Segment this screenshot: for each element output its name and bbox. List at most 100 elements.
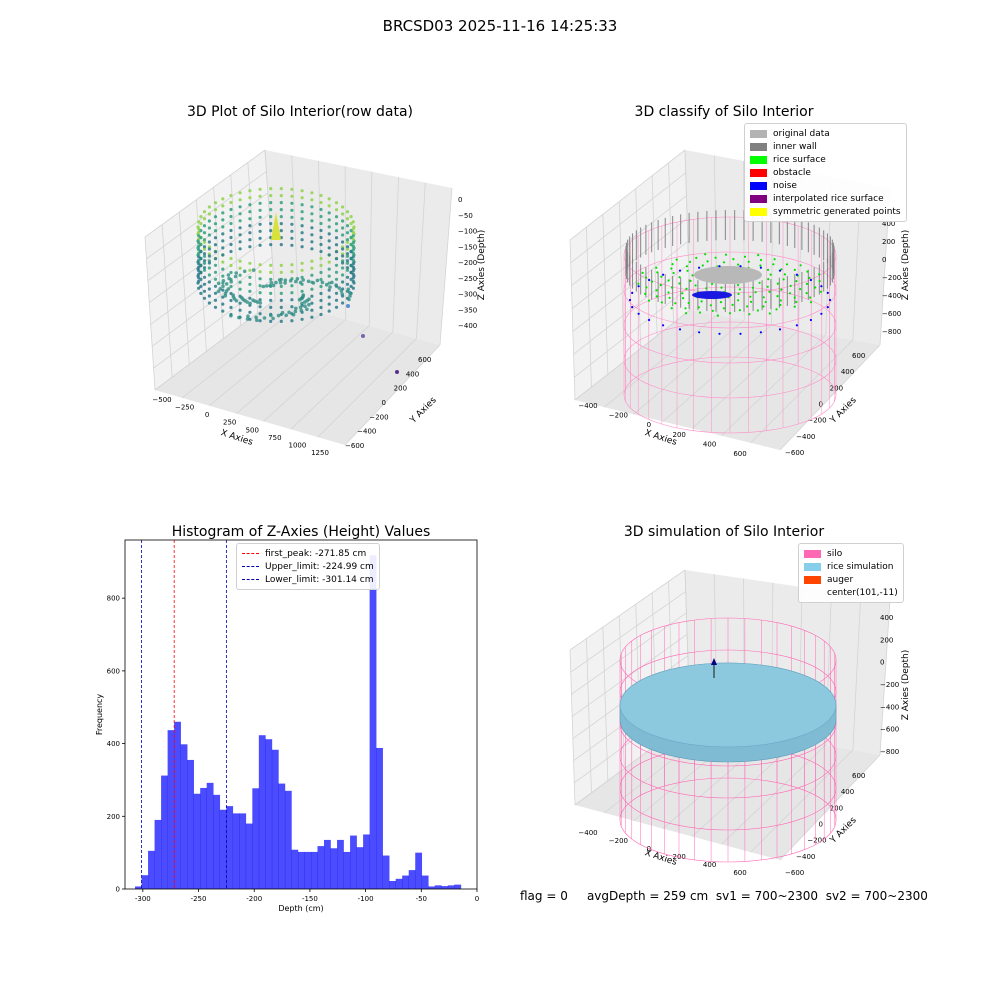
- raw-point: [221, 260, 225, 264]
- raw-point: [319, 298, 323, 303]
- raw-point: [310, 266, 314, 270]
- raw-grid-line: [149, 213, 270, 303]
- raw-x-tick-label: 1000: [289, 441, 307, 449]
- raw-point: [341, 266, 345, 270]
- classify-rice-point: [668, 296, 671, 299]
- raw-point: [279, 208, 283, 212]
- cls-grid-line: [570, 172, 686, 264]
- raw-point: [213, 201, 218, 205]
- raw-point: [238, 247, 242, 251]
- raw-point: [199, 264, 203, 268]
- raw-point: [213, 305, 218, 309]
- raw-point: [340, 292, 345, 296]
- classify-rice-point: [705, 287, 708, 290]
- raw-grid-line: [213, 187, 224, 339]
- raw-point: [299, 308, 304, 313]
- histogram-bar: [245, 823, 253, 889]
- classify-noise-point: [778, 269, 782, 272]
- classify-rice-point: [764, 300, 767, 304]
- raw-point: [245, 317, 250, 321]
- raw-grid-line: [290, 331, 394, 430]
- classify-legend-entry: obstacle: [750, 166, 901, 179]
- histogram-bar: [154, 819, 162, 889]
- raw-point: [238, 205, 242, 209]
- histogram-bar: [343, 851, 351, 889]
- raw-point: [199, 277, 203, 281]
- raw-point: [207, 301, 211, 305]
- cls-grid-line: [604, 314, 718, 408]
- raw-y-tick-label: 400: [406, 370, 419, 378]
- raw-grid-line: [439, 187, 453, 346]
- raw-point: [196, 281, 200, 285]
- raw-grid-line: [344, 344, 441, 446]
- raw-point: [319, 270, 323, 275]
- raw-point: [300, 289, 304, 293]
- classify-legend: original data inner wall rice surface obsta…: [744, 123, 907, 222]
- raw-point: [341, 261, 345, 265]
- classify-noise-point: [718, 265, 721, 268]
- histogram-bar: [180, 744, 188, 889]
- raw-point: [300, 238, 304, 242]
- raw-point: [197, 248, 201, 252]
- raw-point: [269, 291, 273, 295]
- raw-point: [248, 261, 252, 265]
- raw-point: [248, 196, 252, 200]
- cls-z-tick-label: 200: [882, 238, 895, 246]
- raw-point: [341, 240, 345, 244]
- classify-rice-point: [738, 309, 741, 312]
- raw-point: [345, 240, 350, 244]
- raw-point: [199, 243, 203, 247]
- classify-legend-entry: inner wall: [750, 140, 901, 153]
- classify-noise-point: [739, 265, 742, 268]
- classify-rice-point: [716, 314, 719, 317]
- classify-rice-point: [751, 286, 754, 289]
- raw-x-tick-label: 1250: [311, 449, 329, 457]
- classify-rice-point: [644, 292, 647, 295]
- classify-noise-point: [648, 318, 651, 322]
- raw-point: [327, 295, 331, 299]
- simulation-legend-entry: center(101,-11): [804, 586, 898, 599]
- classify-rice-point: [747, 260, 750, 263]
- raw-point: [319, 200, 323, 205]
- raw-point: [269, 187, 273, 191]
- histogram-bar: [174, 721, 181, 889]
- histogram-x-tick-label: -100: [358, 895, 374, 903]
- classify-rice-point: [756, 309, 759, 312]
- raw-point: [238, 212, 242, 216]
- raw-point: [319, 235, 323, 240]
- raw-point: [319, 228, 323, 233]
- histogram-bar: [135, 886, 142, 889]
- raw-point: [279, 187, 283, 191]
- raw-point: [300, 217, 304, 221]
- classify-rice-point: [731, 303, 734, 306]
- raw-point: [216, 289, 221, 294]
- cls-grid-line: [586, 227, 592, 388]
- classify-original-blob: [694, 266, 762, 284]
- raw-point: [213, 222, 218, 226]
- raw-point: [310, 219, 314, 223]
- classify-rice-point: [670, 286, 674, 289]
- raw-grid-line: [196, 199, 207, 352]
- raw-point: [294, 279, 298, 284]
- classify-rice-point: [659, 283, 662, 287]
- raw-point: [238, 280, 242, 284]
- raw-point: [221, 309, 225, 313]
- raw-point: [221, 274, 225, 278]
- legend-swatch: [242, 566, 259, 567]
- raw-grid-line: [344, 166, 347, 320]
- histogram-bar: [271, 749, 279, 889]
- raw-point: [290, 229, 294, 233]
- simulation-legend-entry: rice simulation: [804, 560, 898, 573]
- classify-rice-point: [789, 284, 792, 287]
- raw-point: [334, 305, 339, 309]
- raw-floor-pane: [155, 300, 440, 445]
- raw-point: [327, 281, 331, 285]
- classify-plot-title: 3D classify of Silo Interior: [634, 104, 814, 120]
- classify-rice-point: [768, 312, 771, 315]
- cls-grid-line: [602, 214, 609, 375]
- classify-rice-point: [795, 300, 798, 304]
- legend-swatch: [750, 194, 767, 203]
- raw-grid-line: [416, 182, 426, 339]
- sim-z-axis-label: Z Axies (Depth): [901, 650, 911, 721]
- classify-rice-point: [819, 290, 823, 293]
